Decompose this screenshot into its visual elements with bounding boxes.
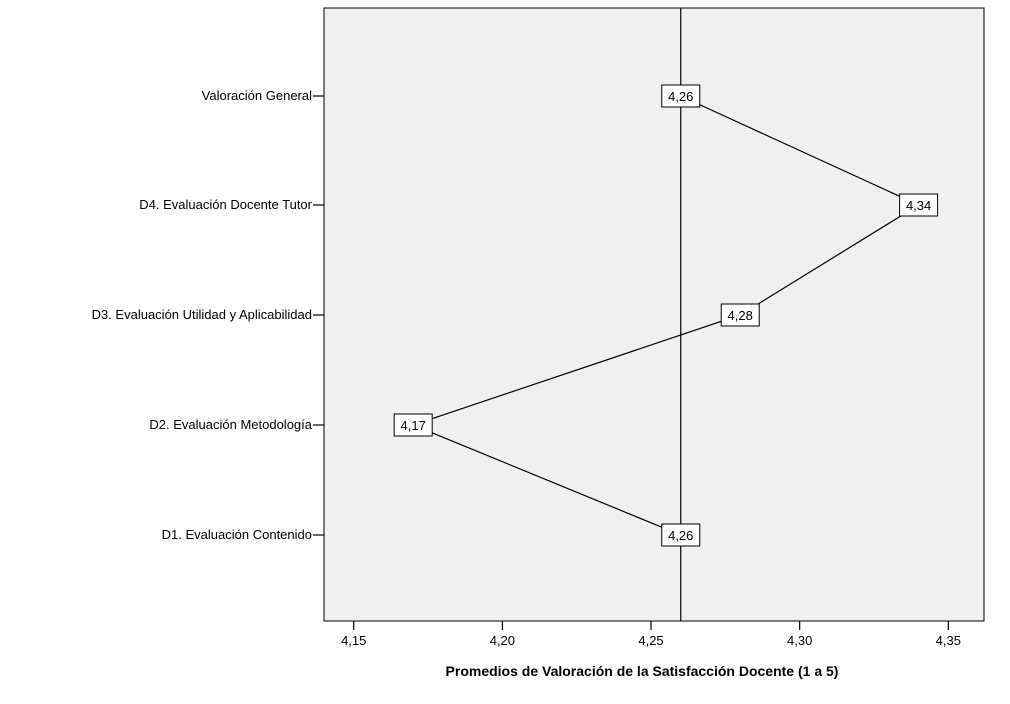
data-label-box: [393, 413, 433, 437]
data-label: 4,26: [668, 89, 693, 104]
data-label: 4,34: [906, 198, 931, 213]
data-point-label: 4,26: [661, 523, 701, 547]
x-tick-label: 4,25: [638, 633, 663, 648]
category-label: Valoración General: [202, 88, 312, 103]
category-label: D4. Evaluación Docente Tutor: [139, 197, 312, 212]
data-label-box: [720, 303, 760, 327]
data-label: 4,17: [401, 418, 426, 433]
plot-area: [323, 7, 985, 622]
category-label: D3. Evaluación Utilidad y Aplicabilidad: [92, 307, 312, 322]
x-axis-ticks: 4,15 4,20 4,25 4,30 4,35: [341, 621, 961, 648]
category-labels: Valoración General D4. Evaluación Docente…: [92, 88, 313, 542]
y-axis-ticks: [313, 95, 324, 536]
data-point-label: 4,17: [393, 413, 433, 437]
x-axis-title: Promedios de Valoración de la Satisfacci…: [446, 663, 839, 679]
data-label-box: [661, 84, 701, 108]
category-label: D2. Evaluación Metodología: [149, 417, 312, 432]
data-point-label: 4,34: [899, 193, 939, 217]
x-tick-label: 4,20: [490, 633, 515, 648]
data-label-box: [899, 193, 939, 217]
data-labels: 4,26 4,34 4,28 4,17 4,26: [393, 84, 939, 547]
data-point-label: 4,28: [720, 303, 760, 327]
x-tick-label: 4,15: [341, 633, 366, 648]
data-label: 4,28: [728, 308, 753, 323]
data-label-box: [661, 523, 701, 547]
x-tick-label: 4,30: [787, 633, 812, 648]
data-label: 4,26: [668, 528, 693, 543]
data-point-label: 4,26: [661, 84, 701, 108]
category-label: D1. Evaluación Contenido: [162, 527, 312, 542]
x-tick-label: 4,35: [936, 633, 961, 648]
